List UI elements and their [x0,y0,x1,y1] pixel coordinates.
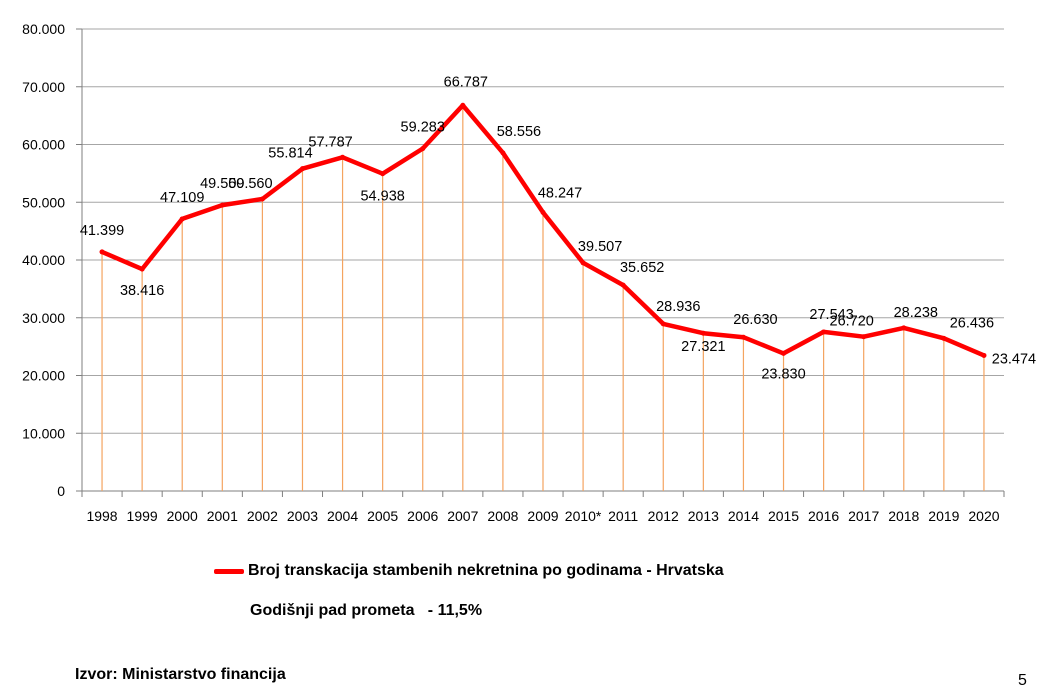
x-tick-label: 2013 [688,508,719,524]
x-tick-label: 2016 [808,508,839,524]
data-point [420,146,426,152]
x-tick-label: 2003 [287,508,318,524]
x-tick-label: 2000 [167,508,198,524]
data-label: 57.787 [308,134,352,150]
data-label: 55.814 [268,146,312,162]
x-tick-label: 2007 [447,508,478,524]
x-tick-label: 2008 [487,508,518,524]
data-label: 66.787 [444,74,488,90]
data-label: 26.436 [950,315,994,331]
data-point [340,154,346,160]
data-label: 49.509 [200,176,244,192]
data-label: 48.247 [538,185,582,201]
x-tick-label: 2005 [367,508,398,524]
x-tick-label: 2002 [247,508,278,524]
data-point [941,335,947,341]
data-label: 27.543 [809,307,853,323]
annual-decline-note: Godišnji pad prometa - 11,5% [250,602,483,619]
data-point [861,334,867,340]
data-label: 59.283 [401,120,445,136]
chart-legend: Broj transkacija stambenih nekretnina po… [214,562,724,580]
data-point [259,196,265,202]
x-tick-label: 2006 [407,508,438,524]
data-label: 35.652 [620,260,664,276]
x-tick-label: 2019 [928,508,959,524]
data-point [700,330,706,336]
x-tick-label: 2001 [207,508,238,524]
x-tick-label: 2015 [768,508,799,524]
data-point [821,329,827,335]
y-tick-label: 20.000 [22,368,65,384]
data-label: 26.720 [830,314,874,330]
data-label: 23.474 [992,351,1036,367]
x-tick-label: 1998 [86,508,117,524]
data-label: 28.936 [656,299,700,315]
data-label: 39.507 [578,239,622,255]
data-point [219,202,225,208]
y-tick-label: 10.000 [22,425,65,441]
data-point [460,102,466,108]
x-tick-label: 2017 [848,508,879,524]
x-tick-label: 2014 [728,508,759,524]
data-point [99,249,105,255]
x-tick-label: 2018 [888,508,919,524]
y-tick-label: 80.000 [22,21,65,37]
data-label: 41.399 [80,223,124,239]
line-chart: 0 10.000 20.000 30.000 40.000 50.000 60.000 70.… [22,21,1036,524]
data-point [139,266,145,272]
y-tick-label: 0 [57,483,65,499]
legend-label: Broj transkacija stambenih nekretnina po… [248,562,724,579]
data-label: 28.238 [894,305,938,321]
data-label: 54.938 [360,189,404,205]
data-point [781,350,787,356]
data-label: 38.416 [120,283,164,299]
data-point [580,260,586,266]
data-point [740,334,746,340]
data-label: 58.556 [497,124,541,140]
data-label: 27.321 [681,339,725,355]
x-tick-label: 2020 [968,508,999,524]
data-label: 50.560 [228,176,272,192]
x-tick-label: 2004 [327,508,358,524]
y-tick-label: 60.000 [22,137,65,153]
data-point [380,171,386,177]
x-tick-label: 2009 [527,508,558,524]
x-tick-label: 2012 [648,508,679,524]
y-tick-label: 70.000 [22,79,65,95]
y-tick-label: 40.000 [22,252,65,268]
y-tick-label: 50.000 [22,194,65,210]
data-point [620,282,626,288]
data-point [299,166,305,172]
data-point [179,216,185,222]
data-point [540,209,546,215]
y-tick-label: 30.000 [22,310,65,326]
x-tick-label: 2011 [608,508,638,524]
legend-line-swatch [214,568,244,574]
x-tick-label: 1999 [127,508,158,524]
data-point [660,321,666,327]
data-label: 47.109 [160,190,204,206]
data-label: 26.630 [733,312,777,328]
data-label: 23.830 [761,366,805,382]
data-point [500,150,506,156]
x-tick-label: 2010* [565,508,602,524]
data-point [981,352,987,358]
source-note: Izvor: Ministarstvo financija [75,666,286,683]
page-number: 5 [1018,672,1027,689]
data-point [901,325,907,331]
